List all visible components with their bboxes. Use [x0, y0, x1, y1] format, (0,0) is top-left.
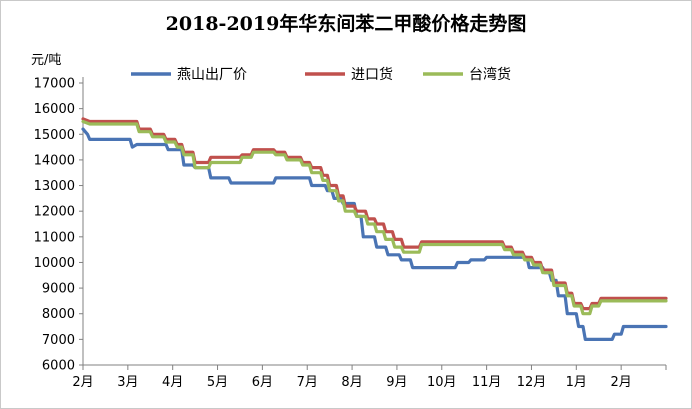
x-tick-label: 10月 [427, 375, 457, 390]
legend-label: 进口货 [351, 66, 393, 83]
y-tick-label: 16000 [34, 102, 75, 117]
y-axis-unit-label: 元/吨 [31, 53, 62, 68]
y-tick-label: 6000 [42, 359, 75, 374]
legend-label: 燕山出厂价 [177, 67, 247, 83]
x-tick-label: 6月 [252, 375, 273, 390]
x-tick-label: 9月 [386, 375, 407, 390]
x-tick-label: 3月 [117, 375, 138, 390]
chart-title: 2018-2019年华东间苯二甲酸价格走势图 [165, 13, 527, 35]
legend-label: 台湾货 [469, 66, 511, 83]
y-tick-label: 8000 [42, 307, 75, 322]
y-tick-label: 14000 [34, 153, 75, 168]
y-tick-label: 13000 [34, 179, 75, 194]
x-tick-label: 2月 [72, 375, 93, 390]
series-line [81, 117, 668, 311]
x-tick-label: 7月 [297, 375, 318, 390]
x-tick-label: 8月 [341, 375, 362, 390]
x-tick-label: 5月 [207, 375, 228, 390]
y-tick-label: 10000 [34, 256, 75, 271]
y-tick-label: 9000 [42, 282, 75, 297]
y-tick-label: 7000 [42, 333, 75, 348]
x-tick-label: 1月 [566, 375, 587, 390]
y-tick-label: 11000 [34, 230, 75, 245]
y-tick-label: 15000 [34, 128, 75, 143]
series-line [81, 119, 668, 316]
x-tick-label: 11月 [472, 375, 502, 390]
y-tick-label: 12000 [34, 205, 75, 220]
series-line [81, 127, 668, 341]
x-tick-label: 12月 [517, 375, 547, 390]
x-tick-label: 2月 [611, 375, 632, 390]
x-tick-label: 4月 [162, 375, 183, 390]
y-tick-label: 17000 [34, 77, 75, 92]
